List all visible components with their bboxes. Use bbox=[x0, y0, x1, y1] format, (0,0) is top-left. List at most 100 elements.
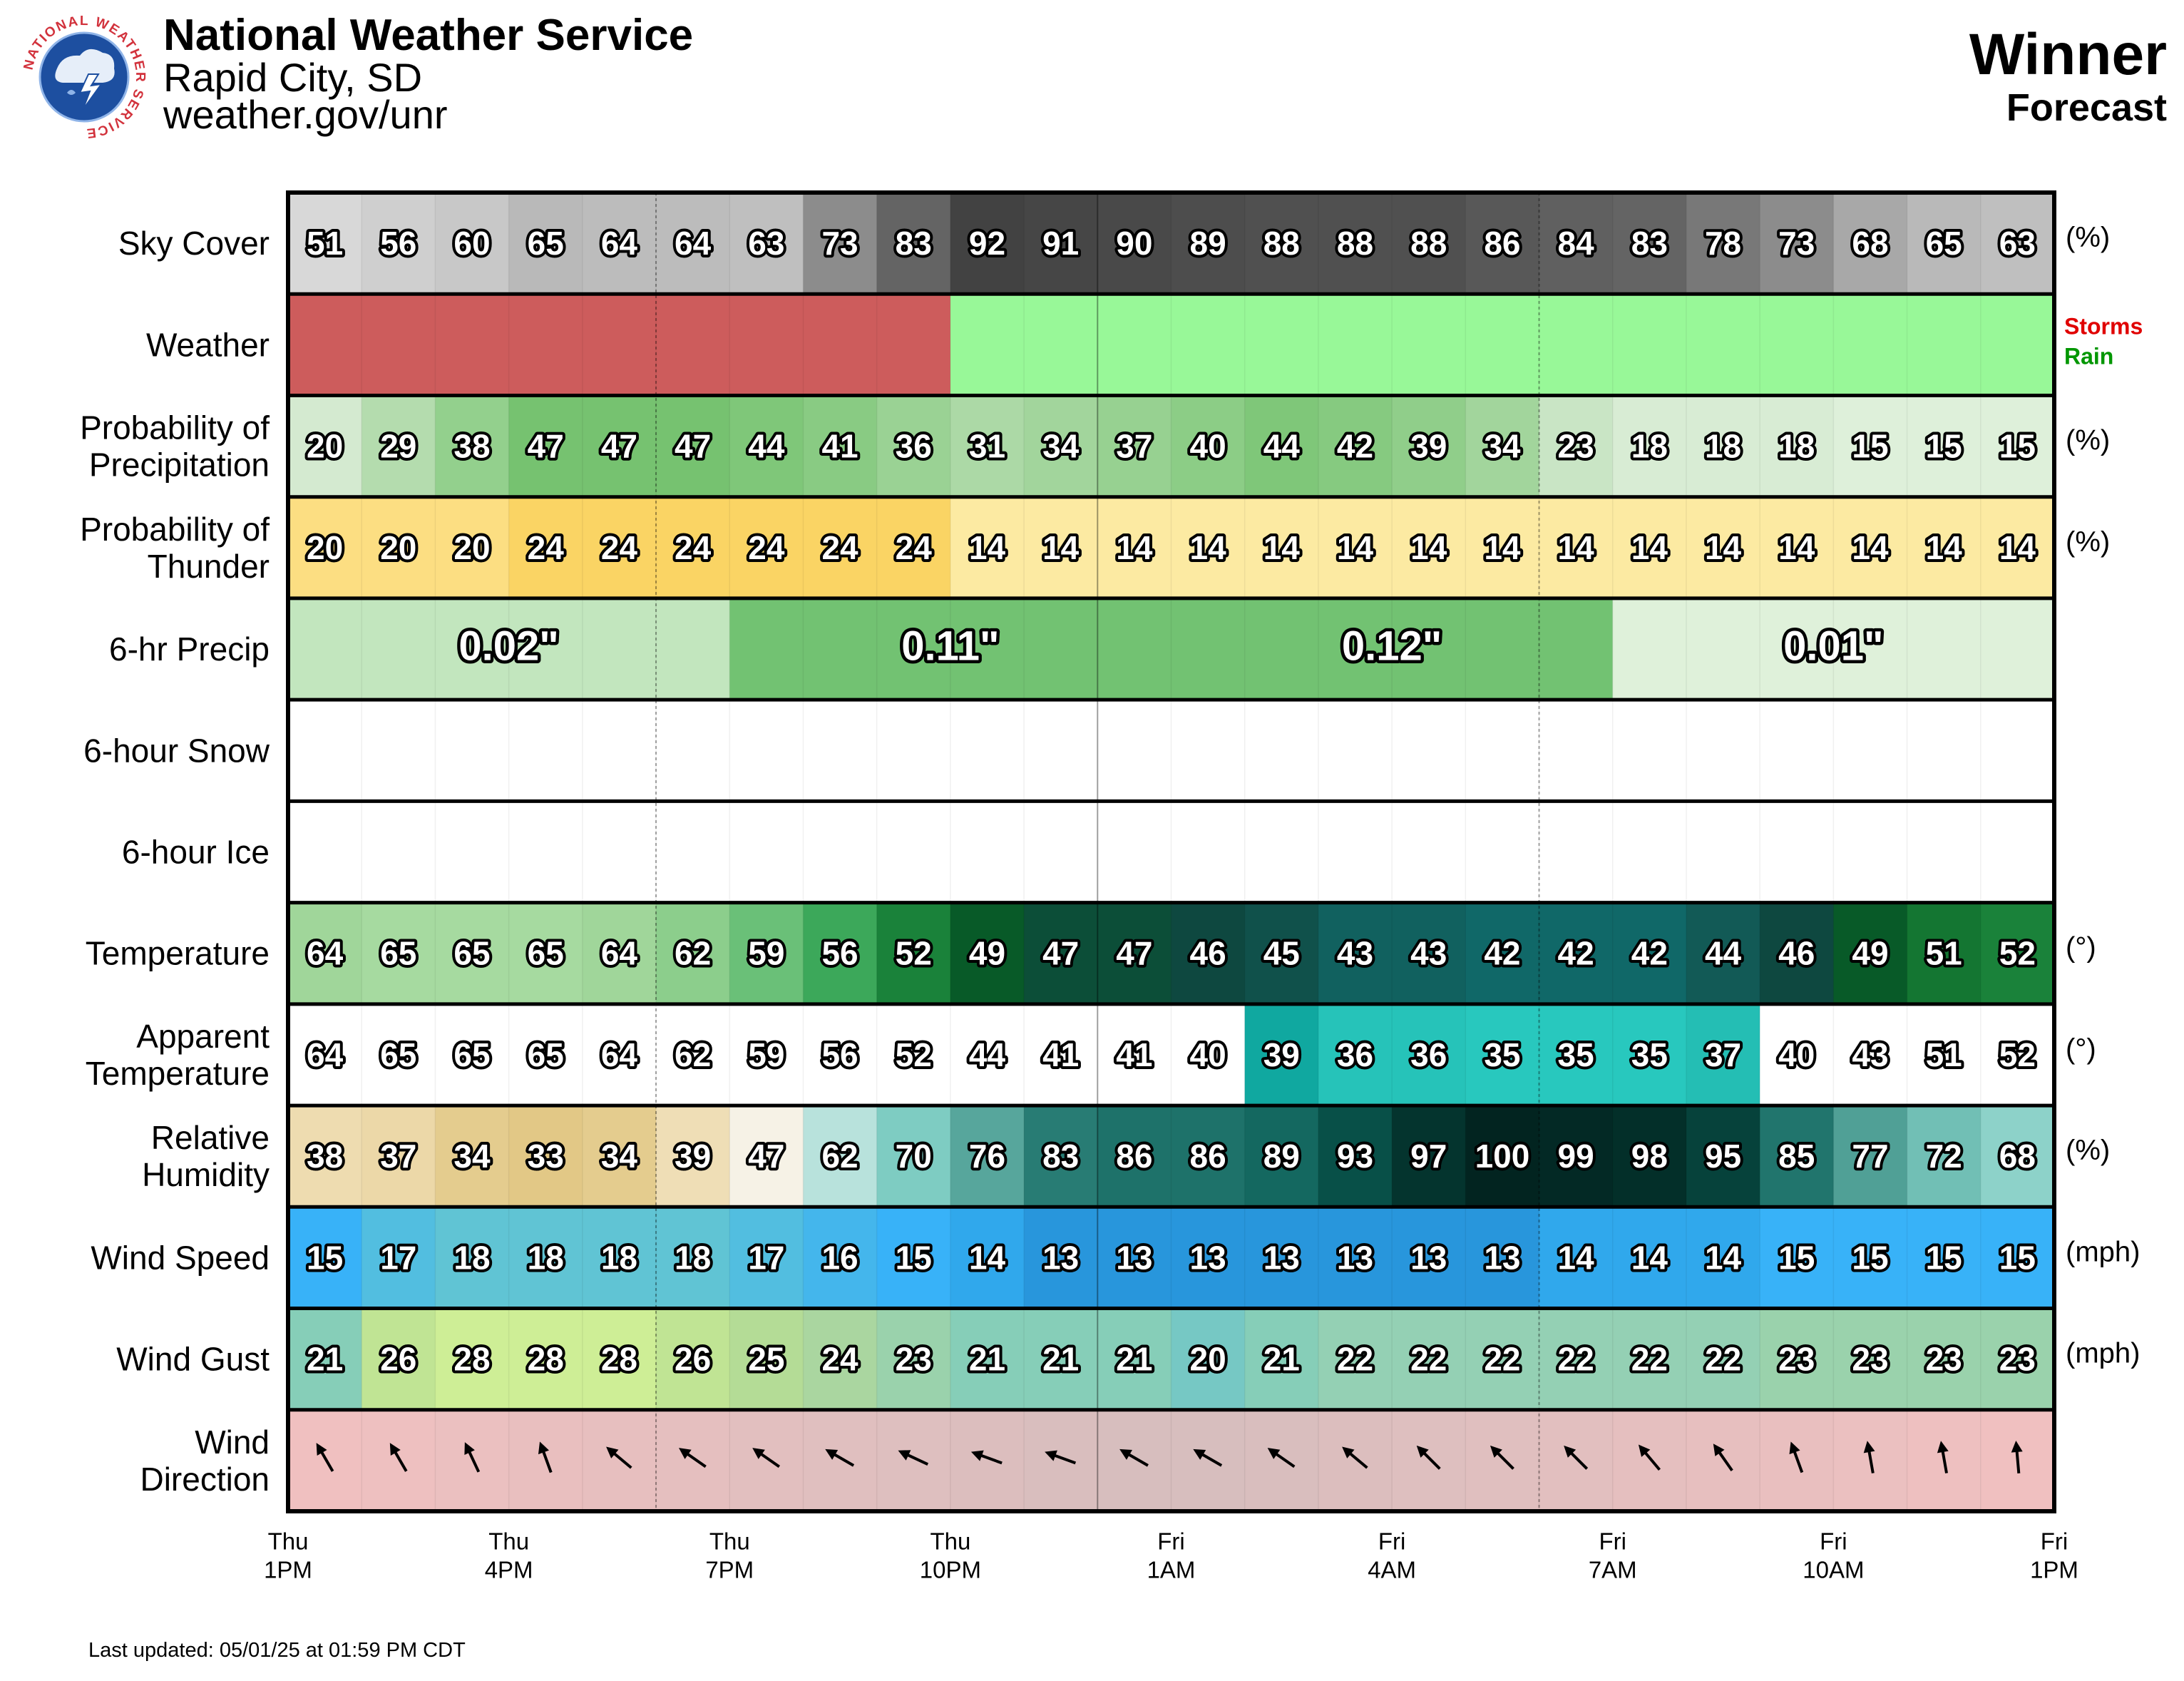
thunder-value: 14 bbox=[1042, 529, 1080, 566]
gust-cell bbox=[1833, 1308, 1908, 1410]
weather-cell bbox=[582, 294, 657, 396]
thunder-cell bbox=[1024, 496, 1098, 598]
weather-row-label: Weather bbox=[146, 326, 270, 363]
temp-cell bbox=[1686, 902, 1760, 1004]
pop-value: 44 bbox=[748, 428, 785, 465]
apparent-cell bbox=[1980, 1003, 2055, 1106]
wind-arrow-head bbox=[1638, 1444, 1651, 1457]
thunder-value: 24 bbox=[896, 529, 933, 566]
wind-direction-cell bbox=[1392, 1409, 1466, 1511]
sky-value: 65 bbox=[1926, 225, 1962, 262]
rh-cell bbox=[729, 1105, 804, 1207]
pop-value: 29 bbox=[380, 428, 416, 465]
weather-cell bbox=[876, 294, 951, 396]
time-tick-hour: 7AM bbox=[1589, 1557, 1637, 1583]
weather-cell bbox=[1539, 294, 1614, 396]
sky-value: 60 bbox=[453, 225, 490, 262]
temp-row-label: Temperature bbox=[86, 935, 270, 972]
sky-value: 83 bbox=[896, 225, 932, 262]
wind-arrow bbox=[389, 1443, 408, 1472]
wind-arrow-head bbox=[1416, 1445, 1429, 1458]
temp-value: 49 bbox=[969, 935, 1005, 972]
sky-cell bbox=[1024, 193, 1098, 295]
temp-value: 43 bbox=[1410, 935, 1447, 972]
wspd-value: 15 bbox=[1926, 1239, 1962, 1276]
pop-value: 41 bbox=[821, 428, 858, 465]
gust-cell bbox=[1686, 1308, 1760, 1410]
sky-row-label: Sky Cover bbox=[118, 225, 270, 262]
thunder-cell bbox=[656, 496, 730, 598]
pop-cell bbox=[1612, 395, 1687, 497]
gust-value: 23 bbox=[1852, 1341, 1888, 1378]
wind-arrow-head bbox=[606, 1446, 619, 1458]
thunder-row-label: Probability of bbox=[80, 511, 270, 548]
office-url[interactable]: weather.gov/unr bbox=[163, 92, 448, 137]
pop-cell bbox=[1539, 395, 1614, 497]
wspd-value: 15 bbox=[896, 1239, 932, 1276]
wind-direction-cell bbox=[950, 1409, 1025, 1511]
temp-value: 59 bbox=[748, 935, 784, 972]
pop-value: 34 bbox=[1484, 428, 1521, 465]
wind-arrow-head bbox=[538, 1441, 550, 1455]
temp-value: 52 bbox=[1999, 935, 2036, 972]
wspd-value: 14 bbox=[1558, 1239, 1595, 1276]
wind-arrow-head bbox=[1045, 1450, 1057, 1461]
sky-value: 51 bbox=[307, 225, 343, 262]
wspd-value: 18 bbox=[453, 1239, 490, 1276]
qpf-label: 0.11" bbox=[901, 623, 999, 670]
thunder-row-label: Thunder bbox=[148, 548, 270, 585]
org-name: National Weather Service bbox=[163, 11, 694, 60]
gust-value: 23 bbox=[1999, 1341, 2036, 1378]
sky-cell bbox=[362, 193, 436, 295]
wind-direction-cell bbox=[876, 1409, 951, 1511]
wind-arrow-head bbox=[1789, 1441, 1800, 1455]
rh-cell bbox=[1392, 1105, 1466, 1207]
rh-value: 34 bbox=[453, 1138, 491, 1175]
time-tick-hour: 1PM bbox=[2030, 1557, 2078, 1583]
thunder-cell bbox=[362, 496, 436, 598]
wspd-value: 15 bbox=[1852, 1239, 1888, 1276]
pop-value: 47 bbox=[601, 428, 637, 465]
wspd-value: 14 bbox=[1705, 1239, 1742, 1276]
sky-cell bbox=[1465, 193, 1540, 295]
apparent-cell bbox=[508, 1003, 583, 1106]
rh-value: 89 bbox=[1263, 1138, 1300, 1175]
wind-arrow-head bbox=[2011, 1440, 2023, 1453]
thunder-value: 24 bbox=[821, 529, 858, 566]
qpf-block bbox=[288, 598, 730, 700]
apparent-cell bbox=[1318, 1003, 1393, 1106]
rh-value: 62 bbox=[821, 1138, 858, 1175]
sky-cell bbox=[729, 193, 804, 295]
thunder-cell bbox=[1686, 496, 1760, 598]
gust-cell bbox=[1097, 1308, 1172, 1410]
wspd-cell bbox=[729, 1207, 804, 1309]
temp-cell bbox=[1244, 902, 1319, 1004]
thunder-value: 14 bbox=[969, 529, 1006, 566]
office-name: Rapid City, SD bbox=[163, 55, 423, 100]
thunder-value: 24 bbox=[748, 529, 785, 566]
pop-value: 18 bbox=[1631, 428, 1668, 465]
pop-value: 47 bbox=[675, 428, 711, 465]
wind-arrow bbox=[2011, 1440, 2023, 1473]
wspd-cell bbox=[1171, 1207, 1246, 1309]
pop-cell bbox=[435, 395, 510, 497]
legend-rain: Rain bbox=[2064, 343, 2113, 369]
wind-arrow bbox=[1045, 1450, 1077, 1465]
rh-cell bbox=[803, 1105, 878, 1207]
pop-value: 15 bbox=[1999, 428, 2036, 465]
gust-value: 21 bbox=[307, 1341, 343, 1378]
pop-cell bbox=[656, 395, 730, 497]
pop-cell bbox=[1318, 395, 1393, 497]
temp-cell bbox=[803, 902, 878, 1004]
pop-value: 31 bbox=[969, 428, 1005, 465]
sky-cell bbox=[1097, 193, 1172, 295]
wind-arrow bbox=[1342, 1446, 1368, 1469]
apparent-cell bbox=[1392, 1003, 1466, 1106]
rh-cell bbox=[435, 1105, 510, 1207]
apparent-cell bbox=[1465, 1003, 1540, 1106]
pop-cell bbox=[1760, 395, 1834, 497]
wind-direction-cell bbox=[1686, 1409, 1760, 1511]
gust-cell bbox=[362, 1308, 436, 1410]
rh-value: 83 bbox=[1042, 1138, 1079, 1175]
gust-cell bbox=[1465, 1308, 1540, 1410]
